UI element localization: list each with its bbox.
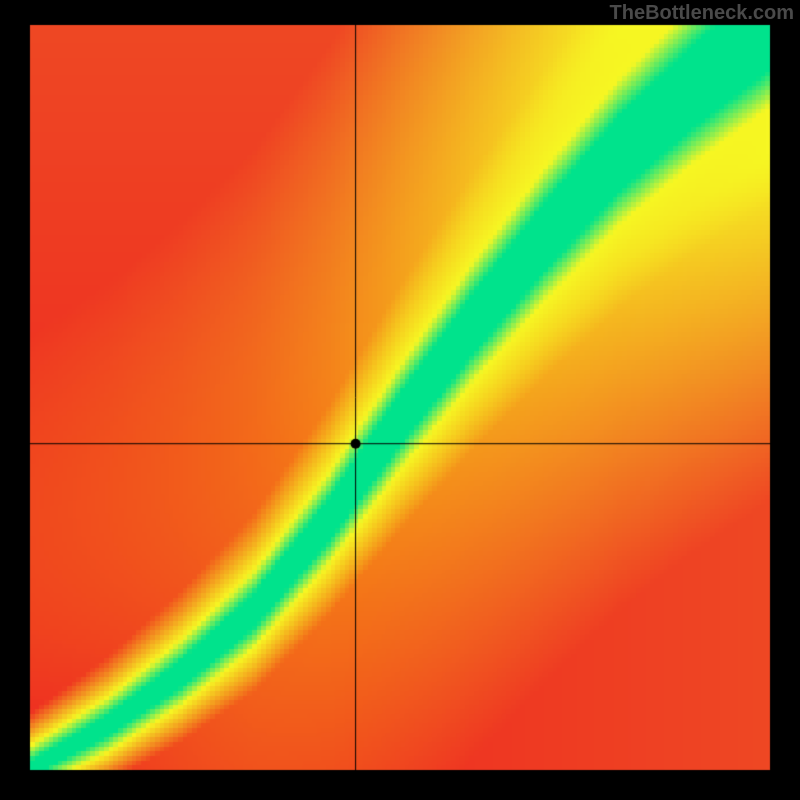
chart-container: { "watermark": { "text": "TheBottleneck.… bbox=[0, 0, 800, 800]
watermark-text: TheBottleneck.com bbox=[610, 2, 794, 25]
heatmap-canvas bbox=[0, 0, 800, 800]
